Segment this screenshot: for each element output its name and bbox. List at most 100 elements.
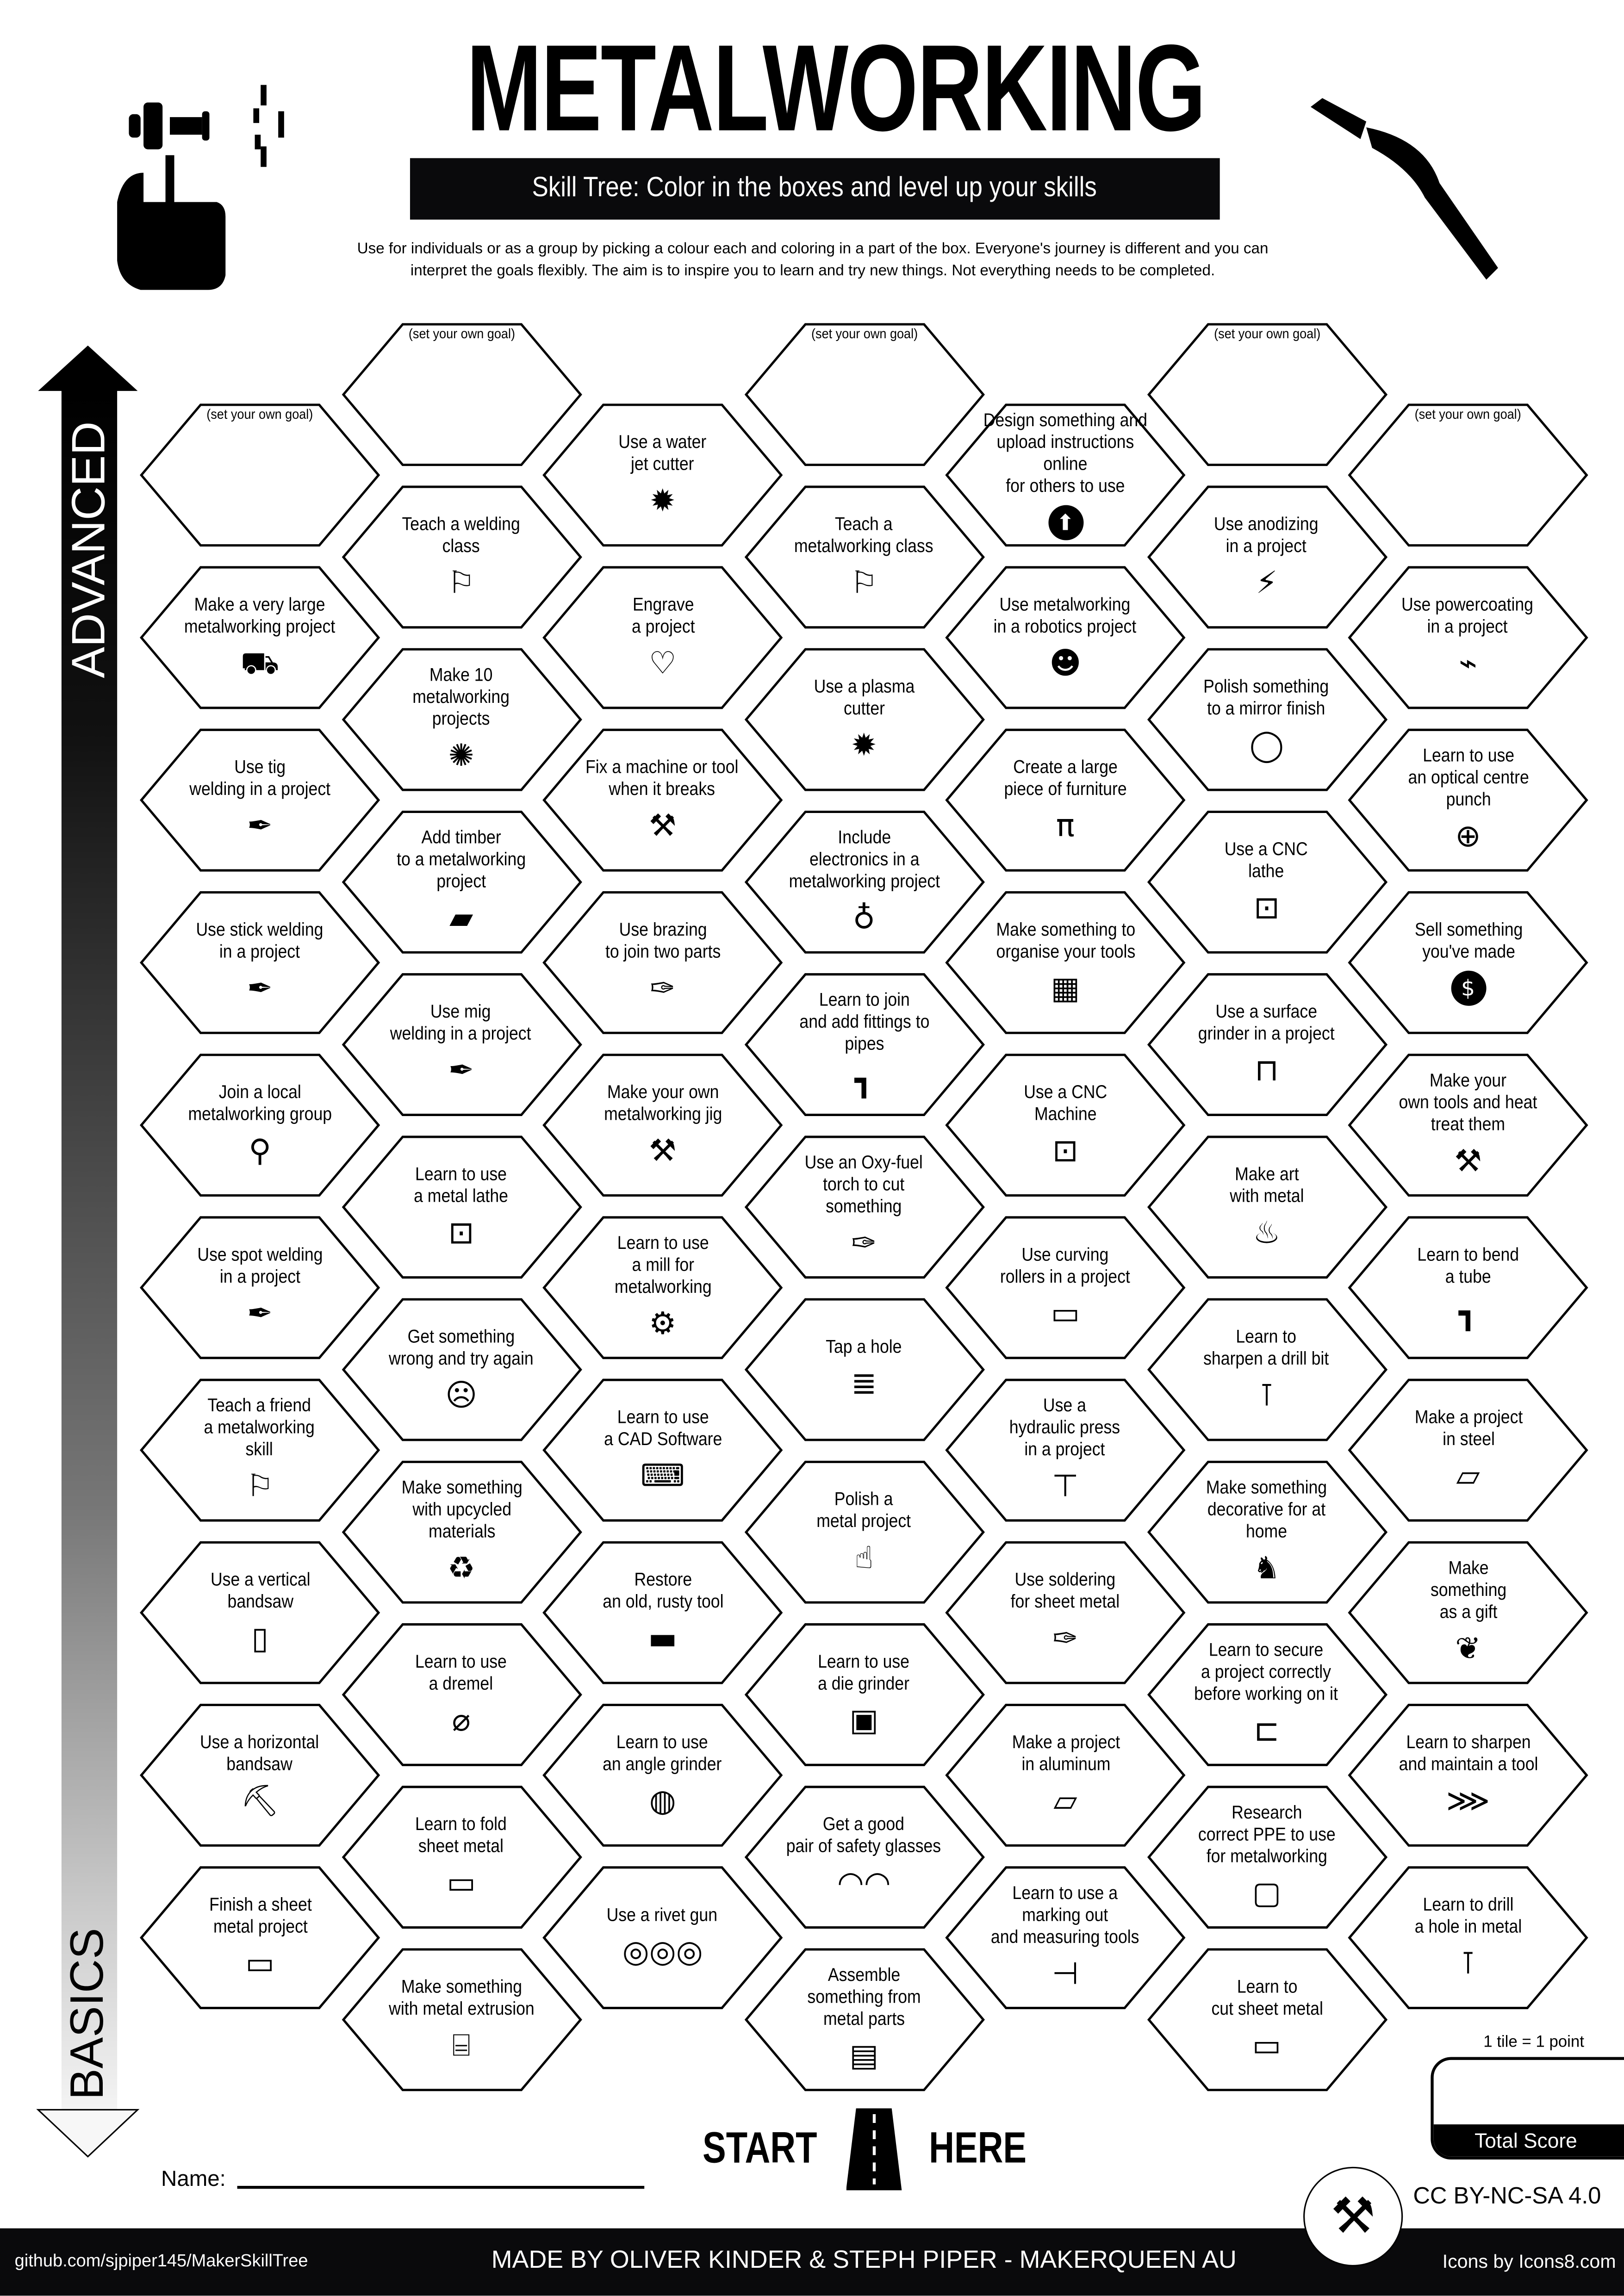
skill-tile[interactable]: Learn to sharpen and maintain a tool ⋙ — [1347, 1703, 1589, 1848]
skill-tile[interactable]: Design something and upload instructions… — [945, 403, 1186, 547]
skill-tile[interactable]: Finish a sheet metal project ▭ — [139, 1865, 381, 2010]
skill-tile[interactable]: Use spot welding in a project ✒ — [139, 1215, 381, 1360]
skill-tile[interactable]: Teach a friend a metalworking skill ⚐ — [139, 1378, 381, 1522]
upload-icon: ⬆ — [1047, 505, 1083, 540]
skill-tile[interactable]: Make something with metal extrusion ⌸ — [341, 1947, 582, 2092]
die-grinder-icon: ▣ — [849, 1702, 879, 1738]
skill-label: Make your own tools and heat treat them — [1399, 1070, 1537, 1135]
skill-tile[interactable]: Make your own metalworking jig ⚒ — [542, 1053, 784, 1198]
skill-tile-custom-goal[interactable]: (set your own goal) — [1146, 322, 1388, 467]
skill-tile[interactable]: Learn to sharpen a drill bit ⊺ — [1146, 1297, 1388, 1442]
skill-tile[interactable]: Learn to use a die grinder ▣ — [743, 1622, 985, 1767]
skill-tile-custom-goal[interactable]: (set your own goal) — [743, 322, 985, 467]
laptop-cad-icon: ⌨ — [640, 1457, 685, 1493]
clamp-icon: ⊏ — [1254, 1713, 1280, 1748]
skill-tile[interactable]: Learn to fold sheet metal ▭ — [341, 1785, 582, 1930]
skill-tile[interactable]: Use a CNC Machine ⊡ — [945, 1053, 1186, 1198]
skill-tile[interactable]: Learn to use a dremel ⌀ — [341, 1622, 582, 1767]
skill-tile[interactable]: Use an Oxy-fuel torch to cut something ✑ — [743, 1135, 985, 1279]
footer-bar: github.com/sjpiper145/MakerSkillTree MAD… — [0, 2228, 1624, 2296]
skill-tile[interactable]: Use brazing to join two parts ✑ — [542, 890, 784, 1035]
skill-tile[interactable]: Fix a machine or tool when it breaks ⚒ — [542, 728, 784, 873]
torch-in-hand-icon — [117, 85, 284, 290]
recycle-icon: ♻ — [447, 1550, 475, 1586]
skill-tile[interactable]: Use a hydraulic press in a project ⊤ — [945, 1378, 1186, 1522]
skill-tile[interactable]: Use a surface grinder in a project ⊓ — [1146, 972, 1388, 1117]
skill-tile[interactable]: Make something as a gift ❦ — [1347, 1540, 1589, 1685]
name-field[interactable] — [237, 2186, 645, 2189]
skill-tile[interactable]: Learn to use a marking out and measuring… — [945, 1865, 1186, 2010]
drill-press-icon: ⊺ — [1460, 1945, 1476, 1980]
skill-tile[interactable]: Make 10 metalworking projects ✺ — [341, 647, 582, 792]
spray-gun-icon: ⌁ — [1458, 645, 1478, 680]
skill-tile[interactable]: Research correct PPE to use for metalwor… — [1146, 1785, 1388, 1930]
skill-tile[interactable]: Create a large piece of furniture π — [945, 728, 1186, 873]
skill-tile[interactable]: Sell something you've made $ — [1347, 890, 1589, 1035]
hexagon-outline — [341, 973, 582, 1116]
skill-tile[interactable]: Learn to bend a tube ┓ — [1347, 1215, 1589, 1360]
heart-engrave-icon: ♡ — [648, 645, 677, 680]
skill-tile[interactable]: Teach a welding class ⚐ — [341, 484, 582, 629]
skill-tile[interactable]: Engrave a project ♡ — [542, 565, 784, 710]
skill-tile[interactable]: Learn to join and add fittings to pipes ┓ — [743, 972, 985, 1117]
skill-label: Make a project in aluminum — [1011, 1731, 1120, 1774]
skill-tile[interactable]: Learn to use an angle grinder ◍ — [542, 1703, 784, 1848]
skill-tile[interactable]: Learn to use a mill for metalworking ⚙ — [542, 1215, 784, 1360]
skill-tile[interactable]: Get something wrong and try again ☹ — [341, 1297, 582, 1442]
skill-tile[interactable]: Polish a metal project ☝ — [743, 1460, 985, 1605]
hexagon-outline — [542, 1216, 783, 1359]
skill-tile[interactable]: Add timber to a metalworking project ▰ — [341, 810, 582, 955]
skill-tile[interactable]: Polish something to a mirror finish ◯ — [1146, 647, 1388, 792]
skill-tile[interactable]: Make a very large metalworking project ⛟ — [139, 565, 381, 710]
skill-tile[interactable]: Learn to secure a project correctly befo… — [1146, 1622, 1388, 1767]
skill-tile[interactable]: Get a good pair of safety glasses ◠◠ — [743, 1785, 985, 1930]
hexagon-outline — [945, 403, 1186, 547]
skill-tile[interactable]: Make something with upcycled materials ♻ — [341, 1460, 582, 1605]
total-score-field[interactable]: Total Score — [1431, 2057, 1624, 2160]
file-tool-icon: ▬ — [648, 1620, 678, 1656]
skill-tile[interactable]: Use anodizing in a project ⚡ — [1146, 484, 1388, 629]
skill-tile-custom-goal[interactable]: (set your own goal) — [341, 322, 582, 467]
skill-tile[interactable]: Use powercoating in a project ⌁ — [1347, 565, 1589, 710]
skill-tile[interactable]: Teach a metalworking class ⚐ — [743, 484, 985, 629]
hexagon-outline — [1348, 1216, 1588, 1359]
hexagon-outline — [744, 1623, 984, 1766]
mill-icon: ⚙ — [648, 1306, 677, 1341]
skill-tile[interactable]: Use tig welding in a project ✒ — [139, 728, 381, 873]
skill-tile[interactable]: Learn to use a CAD Software ⌨ — [542, 1378, 784, 1522]
skill-tile[interactable]: Make something to organise your tools ▦ — [945, 890, 1186, 1035]
skill-tile-custom-goal[interactable]: (set your own goal) — [139, 403, 381, 547]
skill-tile[interactable]: Use stick welding in a project ✒ — [139, 890, 381, 1035]
skill-tile[interactable]: Make your own tools and heat treat them ⚒ — [1347, 1053, 1589, 1198]
skill-tile[interactable]: Learn to drill a hole in metal ⊺ — [1347, 1865, 1589, 2010]
skill-tile[interactable]: Include electronics in a metalworking pr… — [743, 810, 985, 955]
skill-label: (set your own goal) — [206, 407, 313, 423]
skill-tile[interactable]: Use a vertical bandsaw ▯ — [139, 1540, 381, 1685]
skill-tile[interactable]: Restore an old, rusty tool ▬ — [542, 1540, 784, 1685]
skill-tile[interactable]: Make a project in aluminum ▱ — [945, 1703, 1186, 1848]
hexagon-outline — [1146, 1623, 1387, 1766]
skill-label: Make something decorative for at home — [1206, 1477, 1327, 1542]
skill-tile[interactable]: Make art with metal ♨ — [1146, 1135, 1388, 1279]
skill-tile[interactable]: Use a horizontal bandsaw ⛏ — [139, 1703, 381, 1848]
hexagon-outline — [1146, 323, 1387, 466]
github-link[interactable]: github.com/sjpiper145/MakerSkillTree — [14, 2250, 308, 2271]
skill-tile[interactable]: Use soldering for sheet metal ✑ — [945, 1540, 1186, 1685]
skill-tile[interactable]: Use a CNC lathe ⊡ — [1146, 810, 1388, 955]
page-title: METALWORKING — [466, 19, 1206, 157]
skill-tile[interactable]: Learn to use an optical centre punch ⊕ — [1347, 728, 1589, 873]
skill-tile[interactable]: Use mig welding in a project ✒ — [341, 972, 582, 1117]
skill-tile[interactable]: Use curving rollers in a project ▭ — [945, 1215, 1186, 1360]
skill-tile[interactable]: Use a plasma cutter ✹ — [743, 647, 985, 792]
skill-tile[interactable]: Tap a hole ≣ — [743, 1297, 985, 1442]
skill-tile[interactable]: Use metalworking in a robotics project ☻ — [945, 565, 1186, 710]
skill-tile[interactable]: Make something decorative for at home ♞ — [1146, 1460, 1388, 1605]
skill-tile[interactable]: Learn to use a metal lathe ⊡ — [341, 1135, 582, 1279]
skill-tile[interactable]: Use a water jet cutter ✹ — [542, 403, 784, 547]
skill-tile[interactable]: Make a project in steel ▱ — [1347, 1378, 1589, 1522]
skill-tile-custom-goal[interactable]: (set your own goal) — [1347, 403, 1589, 547]
skill-tile[interactable]: Join a local metalworking group ⚲ — [139, 1053, 381, 1198]
skill-tile[interactable]: Learn to cut sheet metal ▭ — [1146, 1947, 1388, 2092]
skill-tile[interactable]: Use a rivet gun ◎◎◎ — [542, 1865, 784, 2010]
skill-tile[interactable]: Assemble something from metal parts ▤ — [743, 1947, 985, 2092]
